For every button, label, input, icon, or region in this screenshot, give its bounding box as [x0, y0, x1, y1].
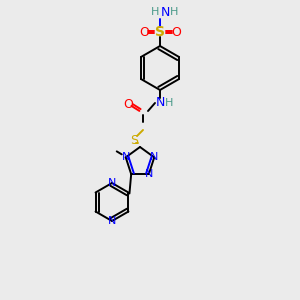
Text: N: N	[122, 152, 130, 162]
Text: O: O	[139, 26, 149, 38]
Text: N: N	[108, 216, 116, 226]
Text: N: N	[108, 178, 116, 188]
Text: N: N	[150, 152, 158, 162]
Text: O: O	[171, 26, 181, 38]
Text: H: H	[165, 98, 173, 108]
Text: N: N	[160, 5, 170, 19]
Text: H: H	[151, 7, 159, 17]
Text: S: S	[130, 134, 138, 146]
Text: N: N	[145, 169, 153, 179]
Text: S: S	[155, 25, 165, 39]
Text: O: O	[123, 98, 133, 110]
Text: H: H	[170, 7, 178, 17]
Text: N: N	[155, 97, 165, 110]
